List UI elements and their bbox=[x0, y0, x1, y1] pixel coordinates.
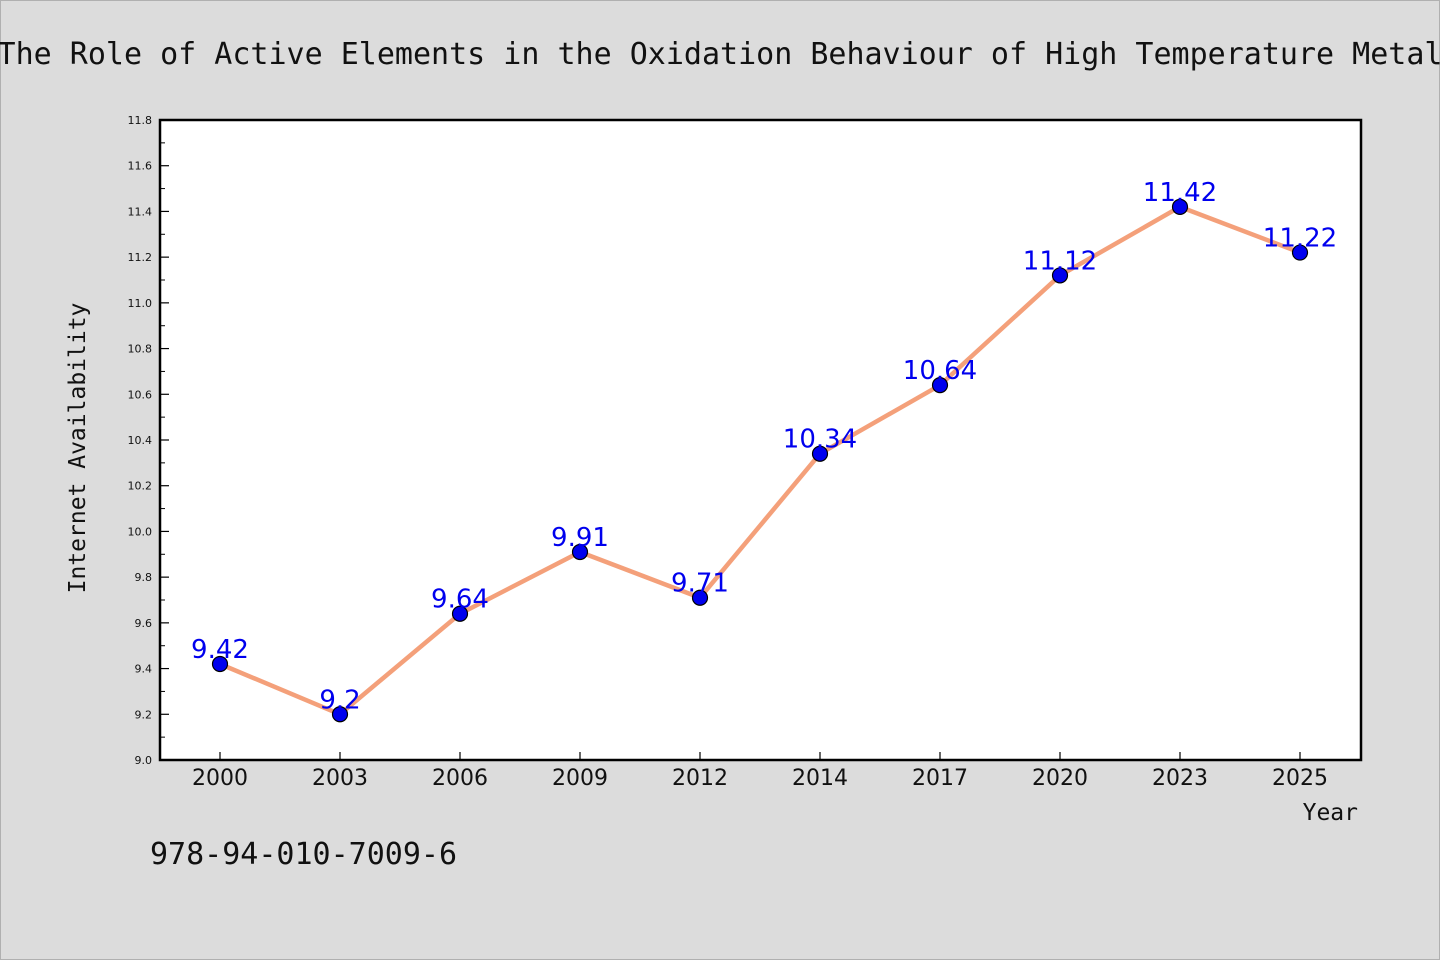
chart-title: The Role of Active Elements in the Oxida… bbox=[0, 37, 1440, 72]
y-tick-label: 9.8 bbox=[135, 571, 153, 584]
x-tick-label: 2006 bbox=[432, 766, 488, 791]
data-label: 10.64 bbox=[903, 356, 977, 386]
x-tick-label: 2020 bbox=[1032, 766, 1088, 791]
x-tick-label: 2025 bbox=[1272, 766, 1328, 791]
y-tick-label: 10.6 bbox=[128, 388, 153, 401]
data-label: 11.42 bbox=[1143, 178, 1217, 208]
y-tick-label: 11.6 bbox=[128, 160, 153, 173]
x-tick-label: 2023 bbox=[1152, 766, 1208, 791]
y-tick-label: 11.0 bbox=[128, 297, 153, 310]
data-point bbox=[331, 706, 349, 723]
y-tick-label: 11.8 bbox=[128, 114, 153, 127]
data-label: 10.34 bbox=[783, 425, 857, 455]
data-point bbox=[931, 377, 949, 394]
plot-area bbox=[158, 118, 1363, 762]
isbn-annotation: 978-94-010-7009-6 bbox=[150, 837, 457, 872]
y-tick-label: 10.8 bbox=[128, 343, 153, 356]
series-line-group bbox=[217, 204, 1303, 717]
y-axis-label: Internet Availability bbox=[65, 303, 91, 594]
x-tick-label: 2014 bbox=[792, 766, 848, 791]
data-label: 11.22 bbox=[1263, 224, 1337, 254]
y-tick-label: 10.0 bbox=[128, 525, 153, 538]
data-label: 9.2 bbox=[319, 685, 360, 715]
y-tick-label: 10.4 bbox=[128, 434, 153, 447]
y-tick-label: 11.2 bbox=[128, 251, 153, 264]
x-tick-label: 2009 bbox=[552, 766, 608, 791]
y-tick-label: 11.4 bbox=[128, 205, 153, 218]
x-tick-label: 2000 bbox=[192, 766, 248, 791]
y-tick-label: 9.2 bbox=[135, 708, 153, 721]
data-point bbox=[1171, 198, 1189, 215]
y-tick-label: 9.6 bbox=[135, 617, 153, 630]
data-point bbox=[451, 605, 469, 622]
data-point bbox=[1291, 244, 1309, 261]
x-tick-label: 2012 bbox=[672, 766, 728, 791]
y-tick-label: 9.0 bbox=[135, 754, 153, 767]
data-point bbox=[1051, 267, 1069, 284]
data-point bbox=[691, 589, 709, 606]
series-markers-group bbox=[211, 198, 1309, 723]
data-point bbox=[811, 445, 829, 462]
y-axis: 9.0 9.2 9.4 9.6 9.8 10.0 10.2 10.4 10.6 10.8 11.0 1… bbox=[128, 114, 169, 767]
y-tick-label: 10.2 bbox=[128, 480, 153, 493]
series-line bbox=[217, 204, 1303, 717]
data-labels-group: 9.42 9.2 9.64 9.91 9.71 10.34 10.64 11.12 11.42 1… bbox=[191, 178, 1337, 715]
data-label: 9.91 bbox=[551, 523, 609, 553]
data-point bbox=[571, 543, 589, 561]
data-label: 9.71 bbox=[671, 569, 729, 599]
data-label: 9.42 bbox=[191, 635, 249, 665]
x-tick-label: 2017 bbox=[912, 766, 968, 791]
x-axis: 2000 2003 2006 2009 2012 2014 2017 2020 2023 2025 bbox=[192, 752, 1328, 791]
data-point bbox=[211, 655, 229, 673]
x-tick-label: 2003 bbox=[312, 766, 368, 791]
data-label: 9.64 bbox=[431, 585, 489, 615]
data-label: 11.12 bbox=[1023, 246, 1097, 276]
y-tick-label: 9.4 bbox=[135, 663, 153, 676]
x-axis-label: Year bbox=[1303, 800, 1358, 826]
